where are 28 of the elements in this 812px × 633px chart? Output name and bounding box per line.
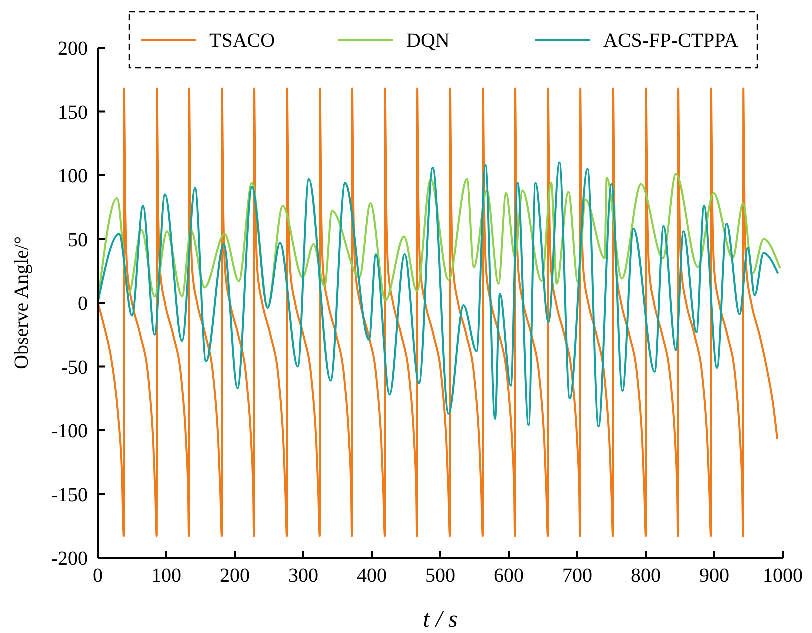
- y-axis-title: Observe Angle/°: [11, 236, 33, 370]
- x-tick-label: 900: [700, 565, 730, 587]
- y-tick-label: -50: [61, 356, 88, 379]
- y-tick-label: 200: [58, 38, 88, 60]
- legend-label: TSACO: [210, 30, 276, 52]
- x-tick-label: 0: [93, 565, 103, 587]
- x-tick-label: 400: [357, 565, 387, 587]
- x-tick-label: 500: [426, 565, 456, 587]
- y-tick-label: 100: [58, 166, 88, 188]
- line-series: [97, 88, 779, 538]
- x-tick-label: 700: [562, 565, 592, 587]
- line-series: [97, 162, 780, 428]
- legend-label: ACS-FP-CTPPA: [604, 30, 739, 52]
- x-tick-label: 800: [631, 565, 661, 587]
- y-tick-label: -100: [51, 420, 88, 442]
- x-tick-label: 1000: [763, 565, 803, 587]
- x-tick-label: 100: [152, 565, 182, 587]
- y-tick-label: -150: [51, 484, 88, 506]
- x-axis-title: t / s: [423, 607, 458, 633]
- y-tick-label: 50: [68, 229, 88, 252]
- legend-label: DQN: [406, 30, 450, 52]
- y-tick-label: -200: [51, 548, 88, 570]
- x-tick-label: 200: [220, 565, 250, 587]
- x-tick-label: 300: [288, 565, 318, 587]
- y-tick-label: 0: [78, 293, 88, 315]
- y-tick-label: 150: [58, 102, 88, 124]
- x-tick-label: 600: [494, 565, 524, 587]
- line-series: [97, 173, 782, 308]
